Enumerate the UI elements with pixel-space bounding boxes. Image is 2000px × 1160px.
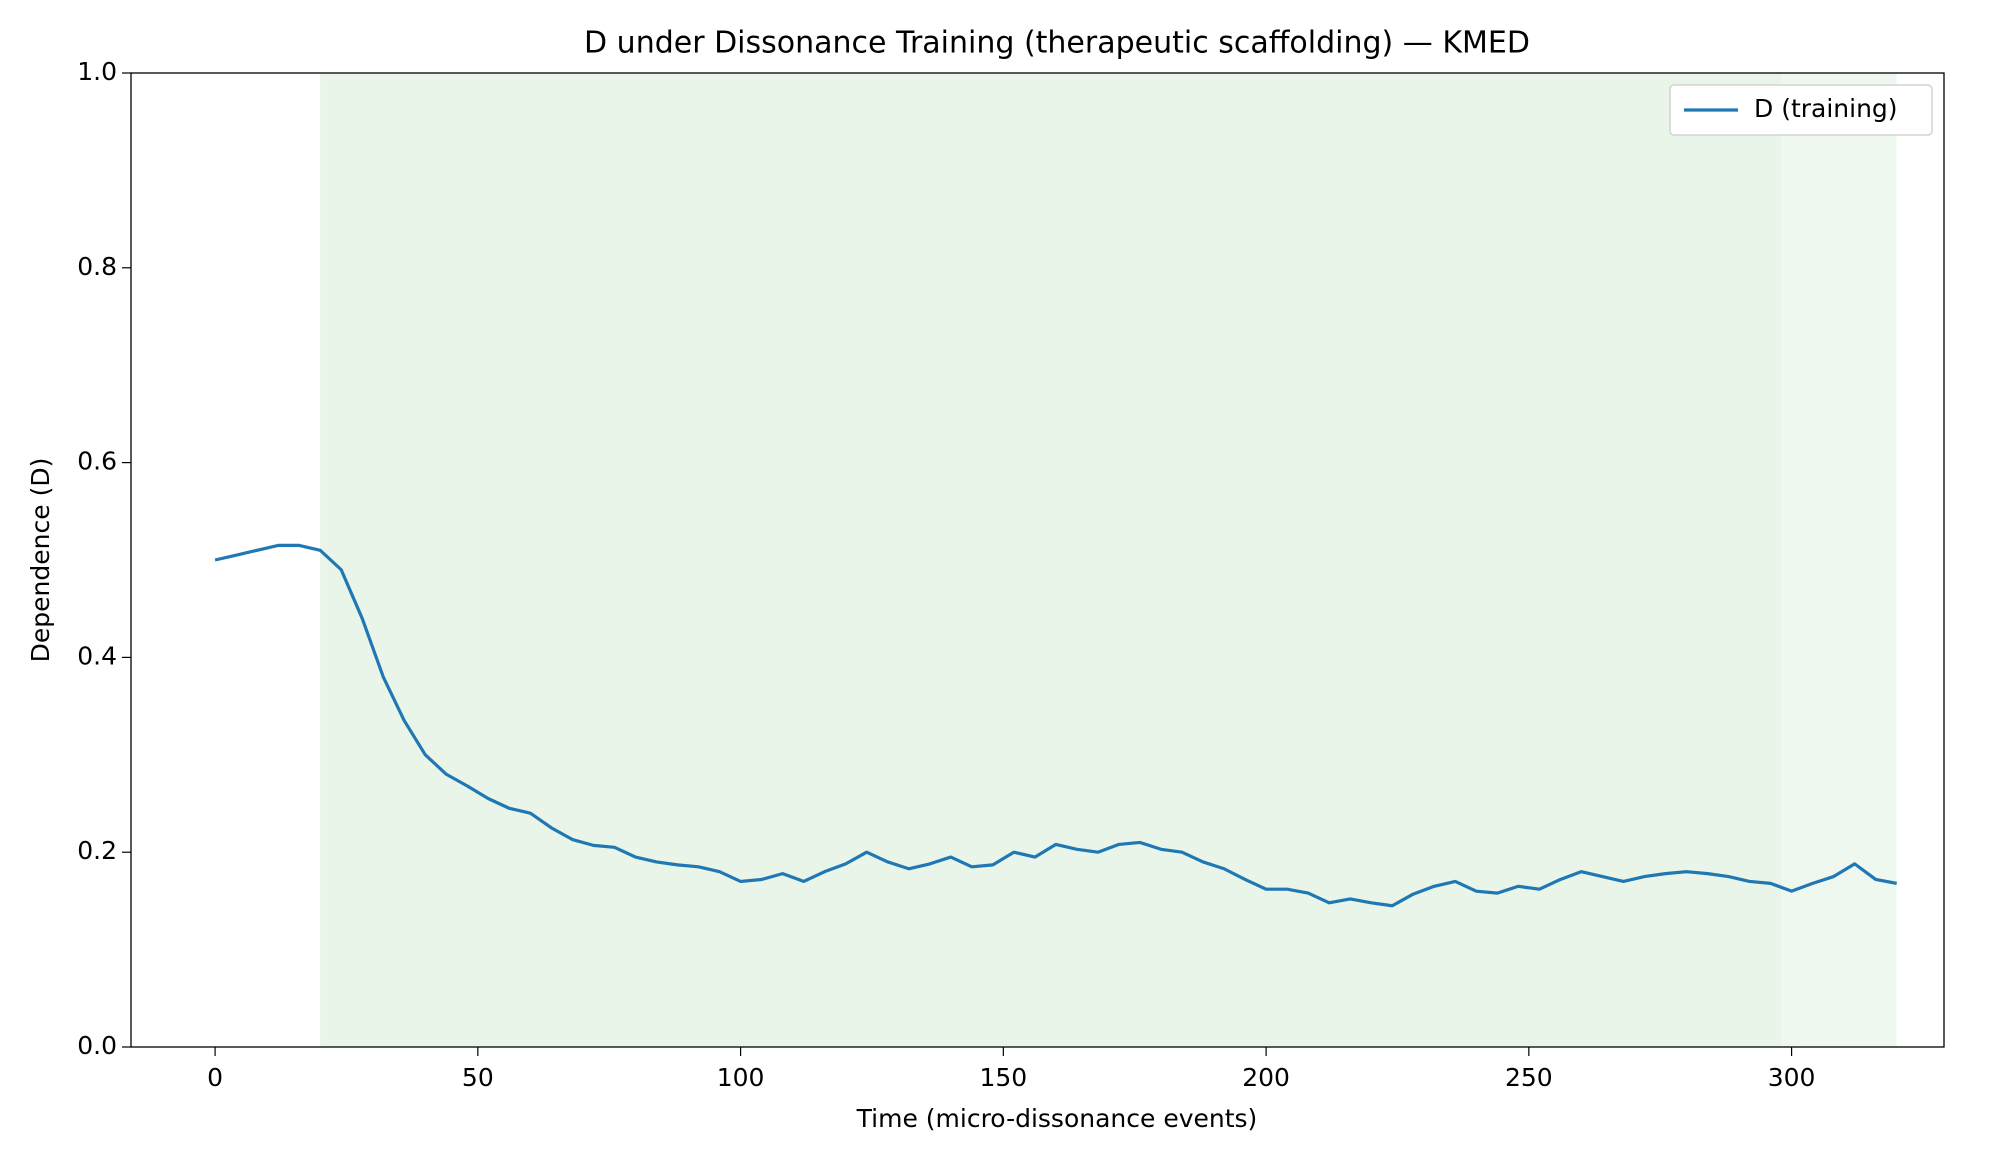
shaded-span bbox=[1781, 73, 1897, 1047]
chart-title: D under Dissonance Training (therapeutic… bbox=[584, 26, 1530, 61]
x-tick-label: 150 bbox=[979, 1063, 1027, 1092]
x-tick-label: 0 bbox=[207, 1063, 223, 1092]
x-tick-label: 200 bbox=[1242, 1063, 1290, 1092]
y-tick-label: 0.8 bbox=[77, 252, 117, 281]
legend: D (training) bbox=[1669, 84, 1933, 136]
shaded-span bbox=[320, 73, 1782, 1047]
y-tick-label: 0.2 bbox=[77, 836, 117, 865]
x-tick-label: 100 bbox=[717, 1063, 765, 1092]
x-tick-label: 300 bbox=[1768, 1063, 1816, 1092]
y-tick-label: 1.0 bbox=[77, 57, 117, 86]
x-tick-label: 250 bbox=[1505, 1063, 1553, 1092]
x-axis-label: Time (micro-dissonance events) bbox=[856, 1104, 1258, 1133]
plot-frame bbox=[130, 72, 1945, 1048]
y-tick-label: 0.6 bbox=[77, 447, 117, 476]
legend-label: D (training) bbox=[1754, 94, 1898, 123]
y-tick-label: 0.4 bbox=[77, 641, 117, 670]
data-line bbox=[214, 543, 1897, 908]
y-tick-label: 0.0 bbox=[77, 1031, 117, 1060]
legend-box bbox=[1669, 84, 1933, 136]
x-tick-label: 50 bbox=[462, 1063, 494, 1092]
y-axis-label: Dependence (D) bbox=[26, 458, 55, 663]
